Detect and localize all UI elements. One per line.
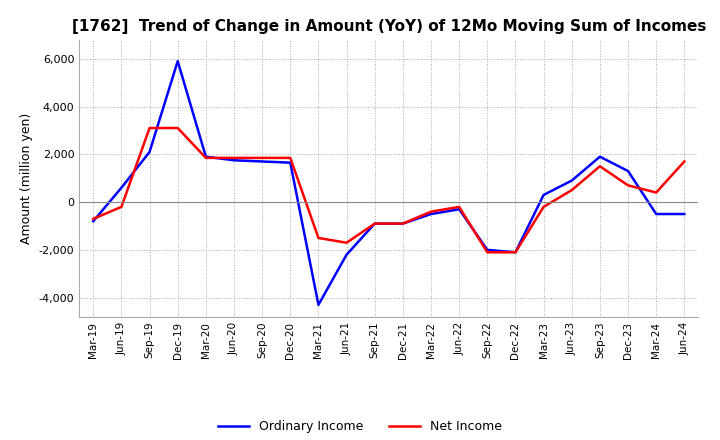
- Ordinary Income: [567, 178, 576, 183]
- Ordinary Income: [314, 302, 323, 308]
- Net Income: [680, 159, 688, 164]
- Ordinary Income: [455, 207, 464, 212]
- Ordinary Income: [230, 158, 238, 163]
- Ordinary Income: [370, 221, 379, 226]
- Ordinary Income: [286, 160, 294, 165]
- Net Income: [455, 204, 464, 209]
- Title: [1762]  Trend of Change in Amount (YoY) of 12Mo Moving Sum of Incomes: [1762] Trend of Change in Amount (YoY) o…: [71, 19, 706, 34]
- Net Income: [427, 209, 436, 214]
- Ordinary Income: [680, 211, 688, 216]
- Net Income: [342, 240, 351, 246]
- Net Income: [174, 125, 182, 131]
- Net Income: [511, 249, 520, 255]
- Net Income: [539, 204, 548, 209]
- Ordinary Income: [652, 211, 660, 216]
- Net Income: [483, 249, 492, 255]
- Ordinary Income: [117, 185, 126, 191]
- Y-axis label: Amount (million yen): Amount (million yen): [20, 113, 33, 244]
- Net Income: [145, 125, 154, 131]
- Ordinary Income: [539, 192, 548, 198]
- Net Income: [567, 187, 576, 193]
- Ordinary Income: [202, 154, 210, 159]
- Legend: Ordinary Income, Net Income: Ordinary Income, Net Income: [213, 415, 507, 438]
- Net Income: [624, 183, 632, 188]
- Ordinary Income: [511, 249, 520, 255]
- Net Income: [230, 155, 238, 161]
- Ordinary Income: [342, 252, 351, 257]
- Net Income: [595, 164, 604, 169]
- Net Income: [89, 216, 98, 221]
- Ordinary Income: [145, 149, 154, 154]
- Net Income: [202, 155, 210, 161]
- Net Income: [370, 221, 379, 226]
- Net Income: [399, 221, 408, 226]
- Ordinary Income: [399, 221, 408, 226]
- Ordinary Income: [483, 247, 492, 253]
- Ordinary Income: [174, 59, 182, 64]
- Ordinary Income: [427, 211, 436, 216]
- Line: Ordinary Income: Ordinary Income: [94, 61, 684, 305]
- Ordinary Income: [89, 219, 98, 224]
- Net Income: [286, 155, 294, 161]
- Net Income: [314, 235, 323, 241]
- Net Income: [652, 190, 660, 195]
- Ordinary Income: [624, 169, 632, 174]
- Line: Net Income: Net Income: [94, 128, 684, 252]
- Ordinary Income: [258, 159, 266, 164]
- Net Income: [117, 204, 126, 209]
- Ordinary Income: [595, 154, 604, 159]
- Net Income: [258, 155, 266, 161]
